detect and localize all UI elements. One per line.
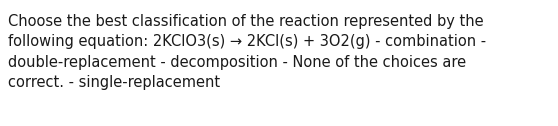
Text: Choose the best classification of the reaction represented by the
following equa: Choose the best classification of the re… (8, 14, 486, 90)
